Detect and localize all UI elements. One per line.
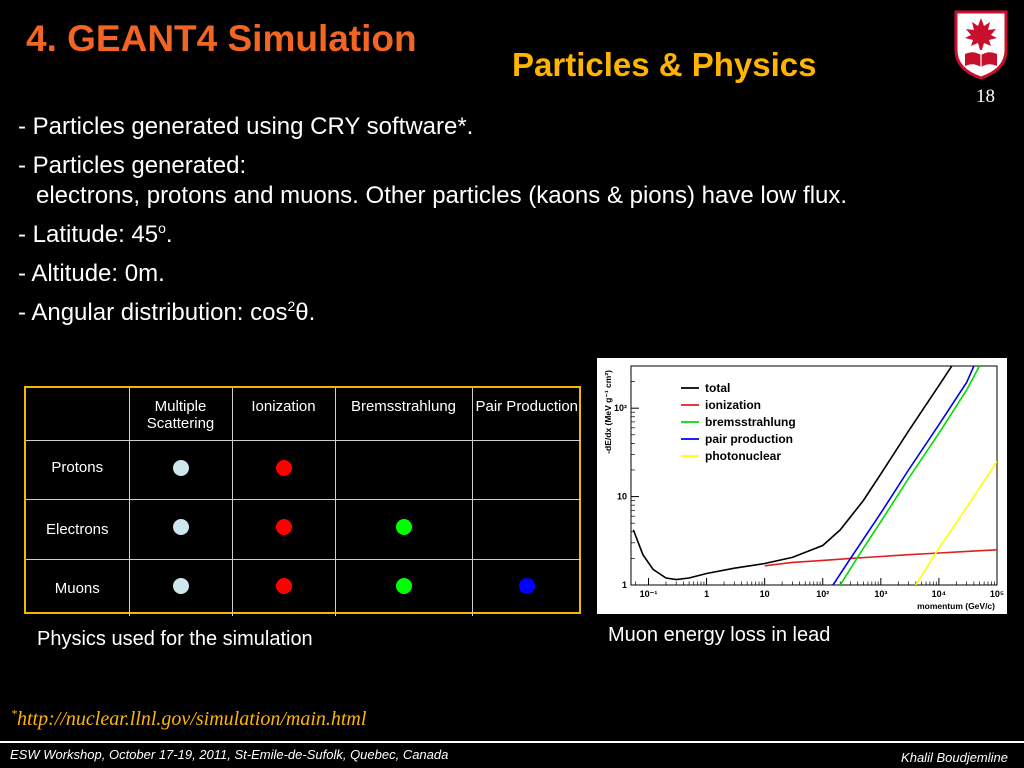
muon-energy-loss-chart: 10⁻¹ 1 10 10² 10³ 10⁴ 10⁵ 1 10 10² momentum (GeV/c… (597, 358, 1007, 614)
table-header-cell: Multiple Scattering (128, 388, 233, 441)
table-cell (231, 558, 336, 616)
row-label: Electrons (26, 498, 130, 560)
physics-dot (275, 519, 292, 535)
bullet-text-end: . (165, 221, 173, 248)
physics-dot (275, 459, 292, 476)
footer-event: ESW Workshop, October 17-19, 2011, St-Em… (10, 747, 449, 762)
legend-label: photonuclear (705, 449, 781, 463)
bullet-text: - Angular distribution: cos (18, 299, 288, 326)
table-cell (471, 498, 581, 560)
physics-dot (275, 577, 292, 594)
table-row: Electrons (26, 498, 581, 560)
bullet-continuation: electrons, protons and muons. Other part… (36, 182, 848, 209)
x-axis-label: momentum (GeV/c) (917, 601, 995, 611)
row-label: Protons (26, 439, 130, 500)
table-header-cell: Ionization (231, 388, 336, 441)
table-cell (231, 439, 336, 500)
superscript: 2 (287, 298, 296, 314)
table-header-cell (26, 388, 130, 441)
legend-label: total (705, 381, 730, 395)
legend-label: pair production (705, 432, 793, 446)
table-header-cell: Bremsstrahlung (334, 388, 473, 441)
table-header-cell: Pair Production (471, 388, 581, 441)
table-cell (334, 498, 473, 560)
table-cell (471, 439, 581, 500)
y-axis-label: -dE/dx (MeV g⁻¹ cm²) (603, 370, 613, 454)
physics-dot (172, 577, 189, 594)
page-number: 18 (976, 86, 995, 107)
bullet-item: - Altitude: 0m. (18, 260, 165, 287)
footer-divider (0, 741, 1024, 743)
footer-author: Khalil Boudjemline (901, 750, 1008, 765)
x-tick-label: 10 (760, 589, 770, 599)
legend-label: bremsstrahlung (705, 415, 796, 429)
superscript: o (158, 220, 166, 236)
bullet-item: - Latitude: 45o. (18, 220, 847, 250)
table-row: Muons (26, 558, 581, 616)
table-cell (471, 558, 581, 616)
bullet-item: - Angular distribution: cos2θ. (18, 298, 847, 328)
table-row: Protons (26, 439, 581, 500)
table-cell (334, 558, 473, 616)
x-tick-label: 10⁵ (990, 589, 1004, 599)
table-cell (128, 439, 233, 500)
x-tick-label: 10² (816, 589, 829, 599)
maple-leaf-book-shield-icon (954, 10, 1008, 80)
bullet-text: - Latitude: 45 (18, 221, 159, 248)
x-tick-label: 10⁻¹ (640, 589, 658, 599)
table-cell (128, 558, 233, 616)
table-cell (231, 498, 336, 560)
footnote-url-link[interactable]: http://nuclear.llnl.gov/simulation/main.… (17, 708, 367, 730)
table-cell (128, 498, 233, 560)
row-label: Muons (26, 558, 130, 616)
bullet-item: - Particles generated: electrons, proton… (18, 151, 847, 211)
physics-dot (172, 519, 189, 535)
chart-caption: Muon energy loss in lead (608, 624, 831, 646)
legend-label: ionization (705, 398, 761, 412)
slide-subtitle: Particles & Physics (512, 46, 817, 83)
table-caption: Physics used for the simulation (37, 628, 313, 650)
series-line (764, 549, 997, 567)
footnote-mark: * (11, 706, 17, 721)
y-tick-label: 1 (622, 580, 627, 590)
bullet-item: - Particles generated using CRY software… (18, 113, 474, 140)
series-line (839, 366, 981, 585)
series-line (632, 366, 953, 581)
y-tick-label: 10 (617, 492, 627, 502)
series-line (915, 460, 997, 585)
slide-title: 4. GEANT4 Simulation (26, 18, 417, 59)
bullet-text: - Particles generated: (18, 152, 247, 179)
footnote: *http://nuclear.llnl.gov/simulation/main… (11, 706, 367, 731)
series-line (832, 366, 975, 585)
physics-dot (172, 459, 189, 476)
y-tick-label: 10² (614, 403, 627, 413)
x-tick-label: 1 (704, 589, 709, 599)
physics-table: Multiple Scattering Ionization Bremsstra… (24, 386, 581, 616)
bullet-list: - Particles generated using CRY software… (18, 112, 847, 337)
x-tick-label: 10⁴ (932, 589, 946, 599)
bullet-text-end: θ. (295, 299, 316, 326)
physics-dot (518, 577, 535, 594)
physics-dot (395, 519, 412, 535)
table-cell (334, 439, 473, 500)
physics-dot (395, 577, 412, 594)
x-tick-label: 10³ (874, 589, 887, 599)
